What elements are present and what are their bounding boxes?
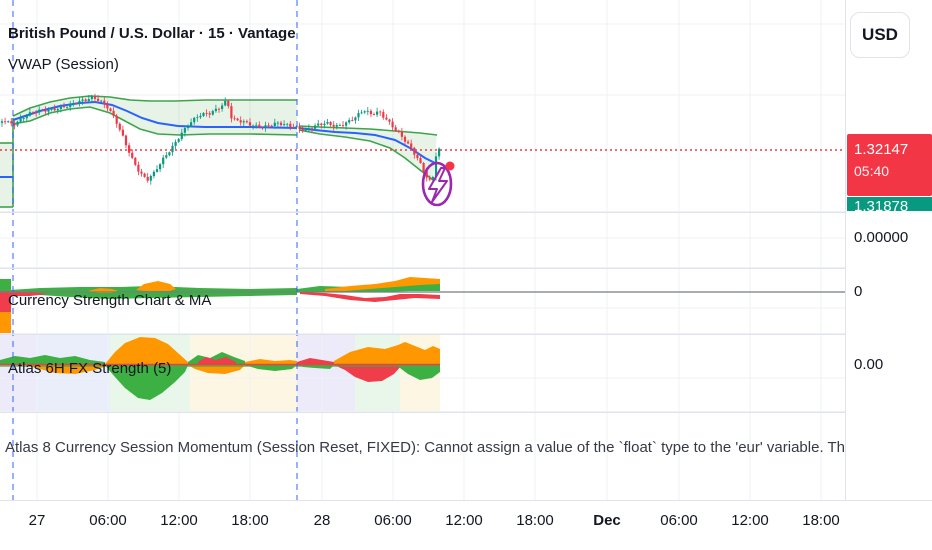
- indicator-error-message[interactable]: Atlas 8 Currency Session Momentum (Sessi…: [5, 439, 848, 456]
- indicator-label-vwap[interactable]: VWAP (Session): [8, 56, 119, 73]
- time-axis[interactable]: 27 06:00 12:00 18:00 28 06:00 12:00 18:00 Dec 06:…: [0, 500, 932, 550]
- last-price-label: 1.32147 05:40: [847, 134, 932, 196]
- pane-divider[interactable]: [0, 212, 932, 213]
- time-axis-tick: 06:00: [660, 512, 698, 529]
- time-axis-tick: 12:00: [445, 512, 483, 529]
- time-axis-tick: Dec: [593, 512, 621, 529]
- prev-session-price-label: 1.31878: [847, 197, 932, 211]
- currency-strength-plot: [0, 277, 845, 333]
- atlas-fx-strength-plot: [0, 337, 440, 400]
- session-break-lines: [12, 0, 298, 500]
- time-axis-tick: 12:00: [160, 512, 198, 529]
- time-axis-tick: 27: [28, 512, 46, 529]
- currency-unit-button[interactable]: USD: [850, 12, 910, 58]
- gridlines: [0, 0, 845, 500]
- time-axis-tick: 06:00: [89, 512, 127, 529]
- indicator-label-currency-strength[interactable]: Currency Strength Chart & MA: [8, 292, 212, 309]
- symbol-title[interactable]: British Pound / U.S. Dollar · 15 · Vanta…: [8, 25, 296, 42]
- time-axis-tick: 18:00: [802, 512, 840, 529]
- price-scale-label: 0.00000: [854, 229, 909, 246]
- time-axis-tick: 18:00: [231, 512, 269, 529]
- price-chart-canvas[interactable]: [0, 0, 845, 500]
- time-axis-tick: 12:00: [731, 512, 769, 529]
- price-scale-label: 0.00: [854, 356, 884, 373]
- pane-divider[interactable]: [0, 268, 932, 269]
- bar-countdown: 05:40: [854, 163, 890, 179]
- vwap-bands: [12, 95, 438, 181]
- pane-divider[interactable]: [0, 334, 932, 335]
- price-axis[interactable]: USD 1.32147 05:40 1.31878 0.00000 0 0.00: [845, 0, 932, 500]
- time-axis-tick: 06:00: [374, 512, 412, 529]
- pane-divider[interactable]: [0, 412, 932, 413]
- vwap-previous-session: [0, 118, 14, 208]
- alert-lightning-icon[interactable]: [421, 161, 455, 207]
- candlesticks: [0, 93, 441, 185]
- time-axis-tick: 28: [313, 512, 331, 529]
- indicator-label-atlas-fx-strength[interactable]: Atlas 6H FX Strength (5): [8, 360, 172, 377]
- last-price-value: 1.32147: [854, 141, 909, 158]
- time-axis-tick: 18:00: [516, 512, 554, 529]
- price-scale-label: 0: [854, 283, 863, 300]
